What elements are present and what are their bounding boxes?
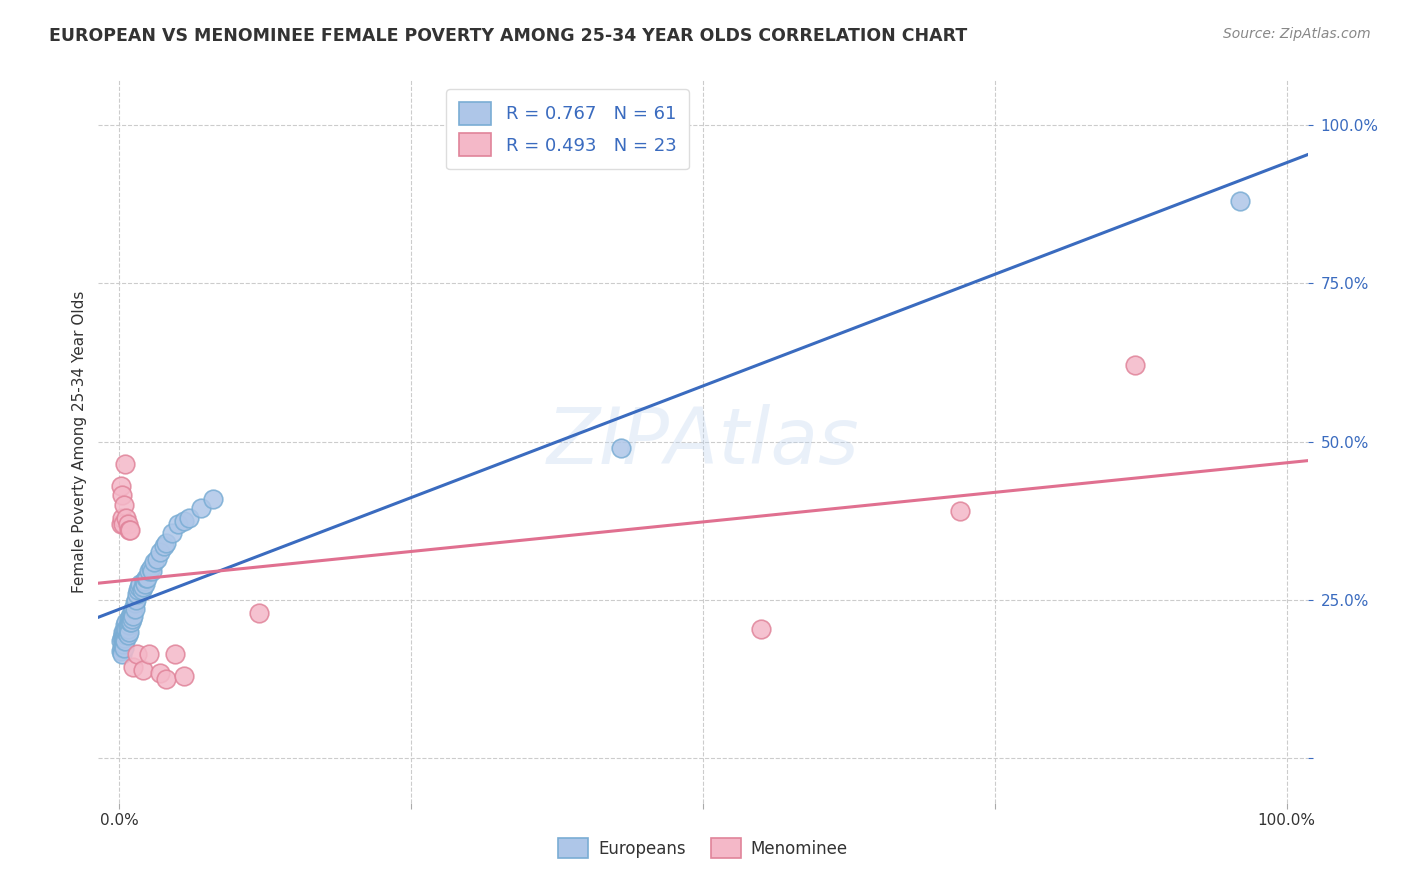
- Point: [110, 479, 132, 493]
- Point: [138, 565, 160, 579]
- Point: [114, 628, 136, 642]
- Point: [1123, 359, 1146, 373]
- Point: [146, 551, 169, 566]
- Point: [127, 583, 149, 598]
- Y-axis label: Female Poverty Among 25-34 Year Olds: Female Poverty Among 25-34 Year Olds: [72, 291, 87, 592]
- Point: [125, 587, 148, 601]
- Point: [111, 624, 134, 639]
- Point: [173, 669, 195, 683]
- Point: [125, 593, 148, 607]
- Point: [111, 510, 134, 524]
- Point: [134, 577, 156, 591]
- Point: [117, 628, 139, 642]
- Point: [115, 622, 138, 636]
- Point: [138, 647, 160, 661]
- Point: [111, 628, 134, 642]
- Point: [152, 539, 174, 553]
- Point: [112, 498, 135, 512]
- Point: [160, 526, 183, 541]
- Point: [125, 647, 148, 661]
- Point: [155, 672, 177, 686]
- Point: [122, 608, 145, 623]
- Point: [131, 583, 153, 598]
- Point: [114, 618, 136, 632]
- Point: [136, 571, 159, 585]
- Point: [132, 580, 155, 594]
- Point: [118, 624, 141, 639]
- Text: ZIPAtlas: ZIPAtlas: [547, 403, 859, 480]
- Point: [166, 516, 188, 531]
- Point: [112, 640, 135, 655]
- Point: [120, 615, 142, 630]
- Point: [124, 602, 146, 616]
- Text: EUROPEAN VS MENOMINEE FEMALE POVERTY AMONG 25-34 YEAR OLDS CORRELATION CHART: EUROPEAN VS MENOMINEE FEMALE POVERTY AMO…: [49, 27, 967, 45]
- Point: [118, 608, 141, 623]
- Point: [112, 624, 135, 639]
- Point: [1229, 194, 1251, 208]
- Point: [115, 615, 138, 630]
- Point: [117, 618, 139, 632]
- Point: [751, 622, 773, 636]
- Point: [112, 631, 135, 645]
- Point: [132, 663, 155, 677]
- Point: [122, 659, 145, 673]
- Point: [118, 523, 141, 537]
- Point: [110, 516, 132, 531]
- Point: [190, 501, 212, 516]
- Point: [129, 577, 152, 591]
- Point: [118, 618, 141, 632]
- Point: [111, 637, 134, 651]
- Point: [115, 510, 138, 524]
- Text: Source: ZipAtlas.com: Source: ZipAtlas.com: [1223, 27, 1371, 41]
- Point: [115, 624, 138, 639]
- Point: [128, 580, 150, 594]
- Point: [610, 441, 633, 455]
- Point: [249, 606, 271, 620]
- Point: [121, 606, 143, 620]
- Point: [111, 631, 134, 645]
- Point: [149, 665, 172, 680]
- Point: [110, 643, 132, 657]
- Point: [143, 555, 166, 569]
- Point: [118, 612, 141, 626]
- Point: [173, 514, 195, 528]
- Point: [149, 545, 172, 559]
- Point: [111, 640, 134, 655]
- Point: [117, 622, 139, 636]
- Point: [111, 516, 134, 531]
- Point: [118, 615, 141, 630]
- Point: [112, 634, 135, 648]
- Point: [139, 561, 162, 575]
- Point: [179, 510, 201, 524]
- Point: [120, 608, 142, 623]
- Point: [110, 634, 132, 648]
- Point: [949, 504, 972, 518]
- Point: [111, 647, 134, 661]
- Point: [155, 536, 177, 550]
- Point: [114, 634, 136, 648]
- Legend: Europeans, Menominee: Europeans, Menominee: [550, 830, 856, 867]
- Point: [114, 457, 136, 471]
- Point: [121, 612, 143, 626]
- Point: [201, 491, 224, 506]
- Point: [132, 574, 155, 588]
- Point: [165, 647, 187, 661]
- Point: [111, 488, 134, 502]
- Point: [124, 596, 146, 610]
- Point: [141, 565, 163, 579]
- Point: [135, 571, 157, 585]
- Point: [122, 602, 145, 616]
- Point: [117, 516, 139, 531]
- Point: [118, 523, 141, 537]
